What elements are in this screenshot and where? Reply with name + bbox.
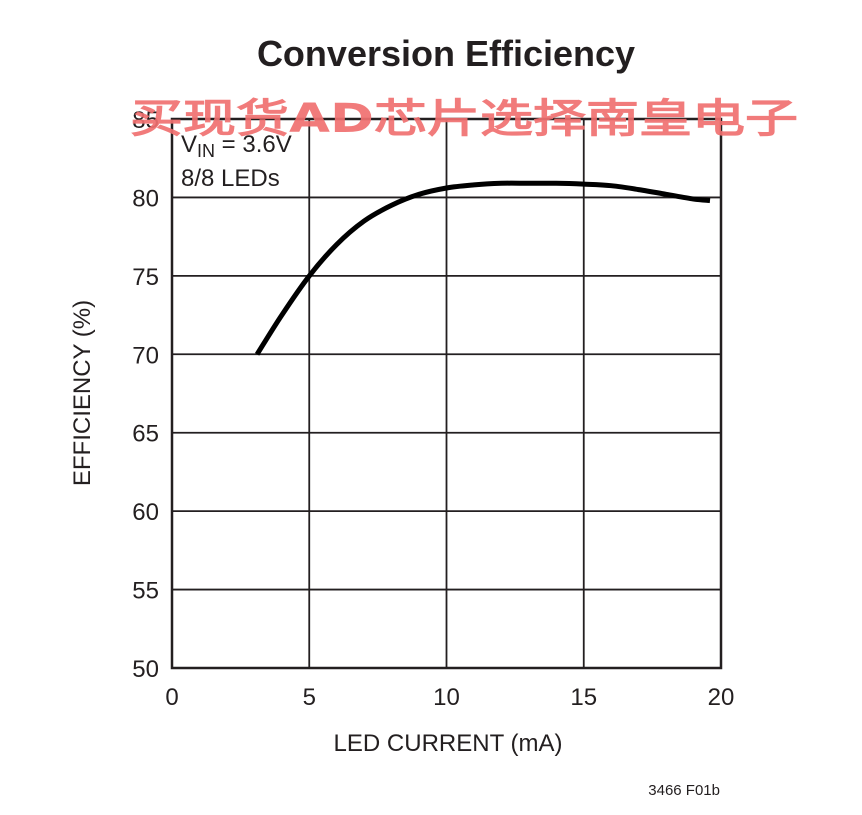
x-tick-label: 20 (708, 684, 735, 711)
y-tick-label: 70 (132, 342, 159, 369)
y-tick-label: 50 (132, 656, 159, 683)
x-tick-label: 0 (165, 684, 178, 711)
leds-annotation: 8/8 LEDs (181, 165, 280, 192)
x-tick-label: 10 (433, 684, 460, 711)
y-tick-label: 60 (132, 499, 159, 526)
vin-value: = 3.6V (215, 131, 292, 158)
y-axis-label: EFFICIENCY (%) (69, 300, 96, 486)
grid-lines (172, 119, 721, 668)
watermark-text: 买现货AD芯片选择南皇电子 (130, 96, 798, 142)
y-tick-label: 80 (132, 185, 159, 212)
efficiency-series-line (254, 180, 711, 356)
plot-frame (170, 117, 723, 670)
figure-id: 3466 F01b (648, 782, 720, 799)
y-tick-label: 55 (132, 578, 159, 605)
vin-subscript: IN (197, 141, 215, 161)
vin-annotation: VIN = 3.6V (181, 131, 292, 161)
y-tick-label: 85 (132, 107, 159, 134)
annotation-background (176, 122, 308, 192)
x-tick-labels: 0 5 10 15 20 (165, 684, 734, 711)
y-tick-label: 65 (132, 421, 159, 448)
y-tick-labels: 50 55 60 65 70 75 80 85 (132, 107, 159, 683)
x-tick-label: 5 (303, 684, 316, 711)
vin-prefix: V (181, 131, 197, 158)
y-tick-label: 75 (132, 264, 159, 291)
chart-title: Conversion Efficiency (257, 33, 635, 74)
x-axis-label: LED CURRENT (mA) (334, 730, 563, 757)
x-tick-label: 15 (570, 684, 597, 711)
